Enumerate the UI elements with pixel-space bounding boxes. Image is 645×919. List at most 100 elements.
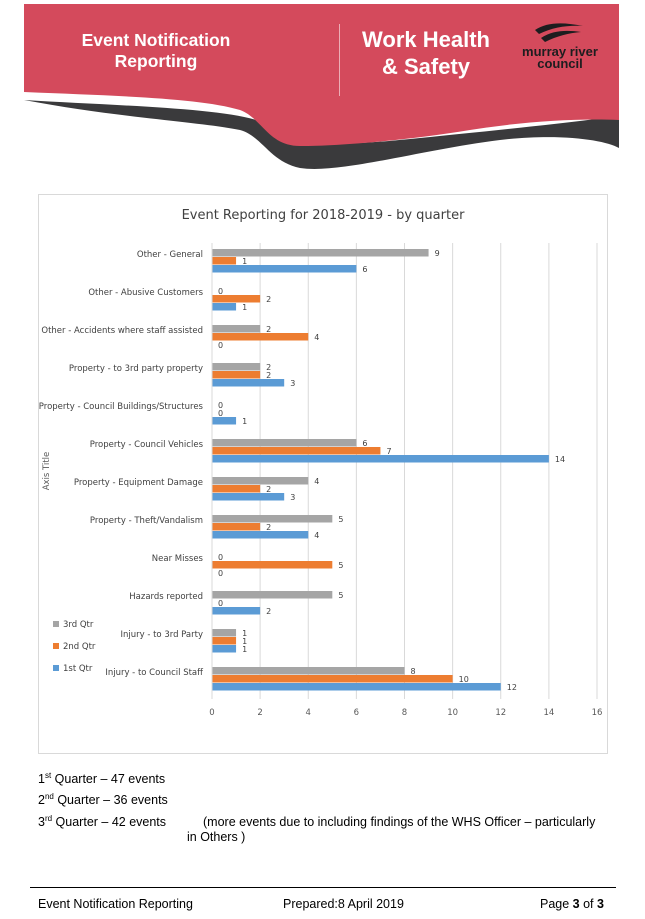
data-label: 0	[218, 287, 223, 296]
bar	[212, 485, 261, 493]
x-tick-label: 2	[257, 708, 262, 718]
bar	[212, 561, 333, 569]
council-logo-icon	[535, 23, 583, 42]
bar	[212, 607, 261, 615]
legend-swatch	[53, 643, 59, 649]
data-label: 4	[314, 531, 319, 540]
x-tick-label: 6	[354, 708, 359, 718]
summary-note: (more events due to including findings o…	[187, 815, 596, 844]
bar	[212, 591, 333, 599]
footer-divider	[30, 887, 616, 888]
bar	[212, 683, 501, 691]
data-label: 8	[411, 667, 416, 676]
data-label: 4	[314, 477, 319, 486]
data-label: 0	[218, 409, 223, 418]
bar	[212, 515, 333, 523]
bar	[212, 333, 309, 341]
bar	[212, 303, 237, 311]
header-banner	[24, 4, 619, 169]
x-tick-label: 8	[402, 708, 407, 718]
legend-swatch	[53, 665, 59, 671]
data-label: 10	[459, 675, 469, 684]
data-label: 1	[242, 637, 247, 646]
data-label: 2	[266, 485, 271, 494]
section-title: Event Notification Reporting	[81, 30, 231, 71]
data-label: 2	[266, 523, 271, 532]
data-label: 5	[338, 561, 343, 570]
bar	[212, 477, 309, 485]
bar	[212, 667, 405, 675]
x-tick-label: 4	[306, 708, 311, 718]
data-label: 2	[266, 325, 271, 334]
bar	[212, 645, 237, 653]
category-label: Property - Theft/Vandalism	[90, 516, 203, 526]
category-label: Hazards reported	[129, 592, 203, 602]
data-label: 0	[218, 599, 223, 608]
data-label: 6	[362, 439, 367, 448]
legend-label: 2nd Qtr	[63, 642, 96, 652]
category-label: Other - Abusive Customers	[88, 288, 203, 298]
data-label: 4	[314, 333, 319, 342]
bar	[212, 265, 357, 273]
legend-swatch	[53, 621, 59, 627]
bar	[212, 531, 309, 539]
data-label: 6	[362, 265, 367, 274]
category-label: Property - to 3rd party property	[69, 364, 203, 374]
data-label: 0	[218, 569, 223, 578]
category-label: Property - Council Buildings/Structures	[39, 402, 204, 412]
bar	[212, 447, 381, 455]
document-title: Work Health & Safety	[362, 27, 490, 79]
data-label: 3	[290, 493, 295, 502]
data-label: 5	[338, 515, 343, 524]
category-label: Property - Equipment Damage	[74, 478, 203, 488]
data-label: 1	[242, 257, 247, 266]
category-label: Near Misses	[152, 554, 204, 564]
council-logo-text: murray river council	[522, 44, 598, 71]
x-tick-label: 12	[495, 708, 506, 718]
data-label: 14	[555, 455, 565, 464]
bar	[212, 249, 429, 257]
banner-shape	[24, 4, 619, 146]
data-label: 5	[338, 591, 343, 600]
bar	[212, 257, 237, 265]
bar	[212, 523, 261, 531]
data-label: 1	[242, 303, 247, 312]
summary-q2: 2nd Quarter – 36 events	[38, 791, 168, 807]
category-label: Injury - to Council Staff	[105, 668, 204, 678]
bar	[212, 439, 357, 447]
x-tick-label: 14	[543, 708, 554, 718]
data-label: 1	[242, 417, 247, 426]
y-axis-title: Axis Title	[42, 452, 52, 491]
data-label: 2	[266, 363, 271, 372]
legend-label: 3rd Qtr	[63, 620, 94, 630]
x-tick-label: 0	[209, 708, 214, 718]
banner-swoosh	[24, 100, 619, 169]
x-tick-label: 10	[447, 708, 458, 718]
bar	[212, 637, 237, 645]
category-label: Other - General	[137, 250, 203, 260]
data-label: 0	[218, 341, 223, 350]
data-label: 9	[435, 249, 440, 258]
category-label: Property - Council Vehicles	[90, 440, 204, 450]
data-label: 1	[242, 645, 247, 654]
bar	[212, 371, 261, 379]
bar	[212, 417, 237, 425]
summary-q1: 1st Quarter – 47 events	[38, 770, 166, 786]
bar	[212, 455, 549, 463]
footer-prepared-date: Prepared:8 April 2019	[283, 897, 404, 911]
data-label: 0	[218, 401, 223, 410]
bar	[212, 493, 285, 501]
x-tick-label: 16	[592, 708, 603, 718]
data-label: 2	[266, 371, 271, 380]
data-label: 12	[507, 683, 517, 692]
bar	[212, 325, 261, 333]
summary-q3: 3rd Quarter – 42 events	[38, 813, 167, 829]
legend-label: 1st Qtr	[63, 664, 93, 674]
bar	[212, 295, 261, 303]
chart-title: Event Reporting for 2018-2019 - by quart…	[182, 208, 466, 223]
bar	[212, 379, 285, 387]
data-label: 2	[266, 295, 271, 304]
category-label: Injury - to 3rd Party	[120, 630, 203, 640]
category-label: Other - Accidents where staff assisted	[41, 326, 203, 336]
header-divider	[339, 24, 340, 96]
